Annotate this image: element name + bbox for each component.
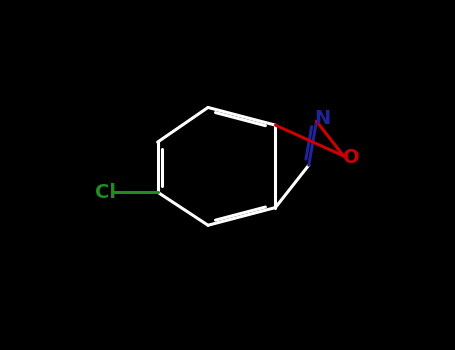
Text: Cl: Cl <box>95 183 116 202</box>
Text: O: O <box>343 148 360 167</box>
Text: N: N <box>315 108 331 128</box>
